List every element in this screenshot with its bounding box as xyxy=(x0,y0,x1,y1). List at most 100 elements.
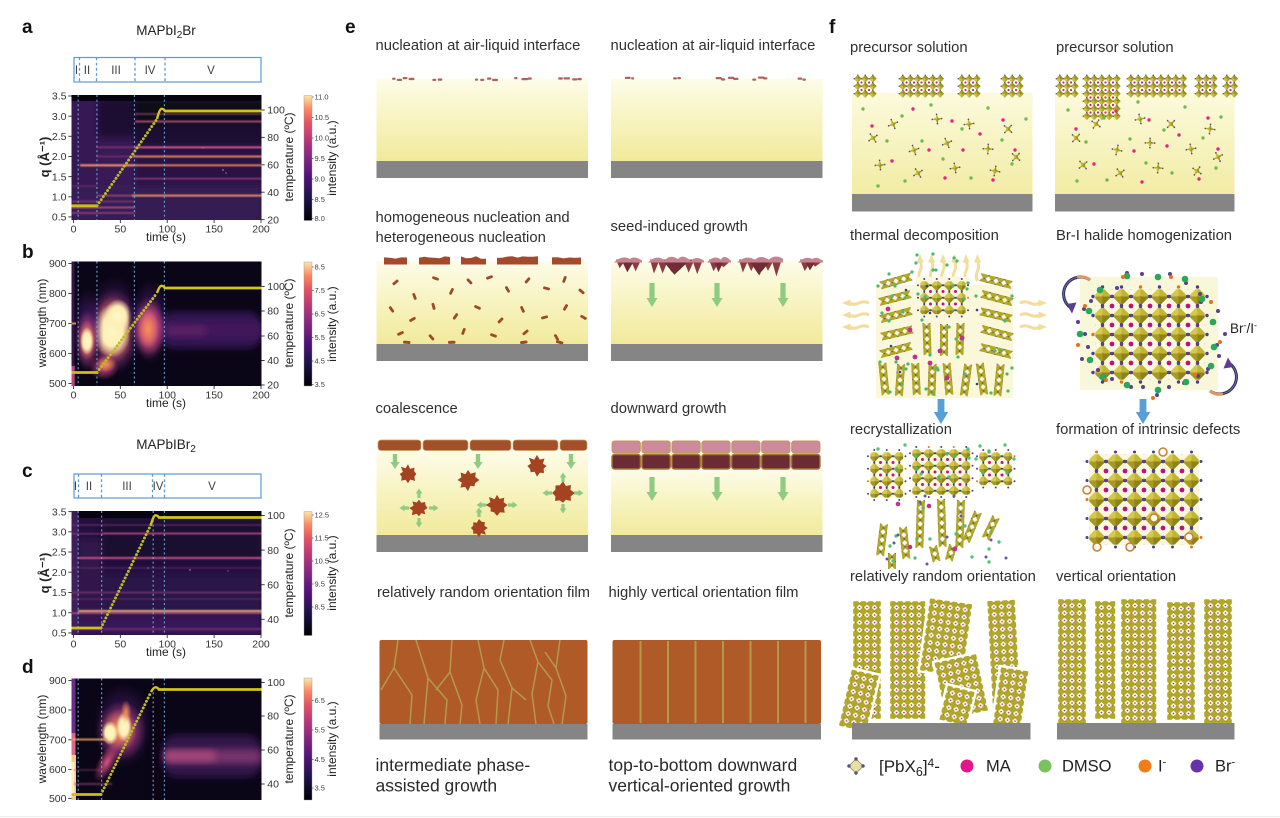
svg-text:12.5: 12.5 xyxy=(315,511,330,520)
svg-text:8.5: 8.5 xyxy=(315,195,325,204)
svg-text:20: 20 xyxy=(267,380,279,392)
svg-text:3.5: 3.5 xyxy=(315,784,325,793)
svg-text:4.5: 4.5 xyxy=(315,755,325,764)
svg-text:e: e xyxy=(345,17,356,38)
svg-text:precursor solution: precursor solution xyxy=(1056,40,1174,56)
svg-text:relatively random orientation: relatively random orientation xyxy=(850,569,1036,585)
svg-text:700: 700 xyxy=(49,735,67,747)
svg-text:900: 900 xyxy=(49,258,67,270)
svg-text:intensity (a.u.): intensity (a.u.) xyxy=(325,120,339,195)
svg-text:1.0: 1.0 xyxy=(52,192,67,204)
svg-text:3.5: 3.5 xyxy=(52,91,67,103)
svg-text:700: 700 xyxy=(49,318,67,330)
svg-text:V: V xyxy=(207,65,215,77)
svg-text:50: 50 xyxy=(115,224,127,236)
svg-text:40: 40 xyxy=(267,187,279,199)
svg-text:5.5: 5.5 xyxy=(315,333,325,342)
svg-text:top-to-bottom downward: top-to-bottom downward xyxy=(609,755,798,775)
svg-text:recrystallization: recrystallization xyxy=(850,422,952,438)
svg-text:40: 40 xyxy=(267,355,279,367)
svg-text:100: 100 xyxy=(267,677,285,689)
svg-text:8.0: 8.0 xyxy=(315,214,325,223)
svg-text:1.0: 1.0 xyxy=(52,607,67,619)
svg-text:vertical-oriented growth: vertical-oriented growth xyxy=(609,776,791,796)
svg-text:40: 40 xyxy=(267,614,279,626)
svg-text:time (s): time (s) xyxy=(146,396,186,410)
svg-text:200: 200 xyxy=(252,224,270,236)
svg-text:8.5: 8.5 xyxy=(315,603,325,612)
svg-text:0.5: 0.5 xyxy=(52,628,67,640)
svg-text:8.5: 8.5 xyxy=(315,263,325,272)
svg-text:IV: IV xyxy=(153,481,164,493)
svg-text:MAPbIBr2: MAPbIBr2 xyxy=(136,437,196,455)
svg-text:q (Å⁻¹): q (Å⁻¹) xyxy=(37,553,52,594)
svg-text:III: III xyxy=(111,65,121,77)
svg-text:10.5: 10.5 xyxy=(315,113,330,122)
svg-text:600: 600 xyxy=(49,764,67,776)
svg-text:nucleation at air-liquid inter: nucleation at air-liquid interface xyxy=(611,38,816,54)
svg-text:I: I xyxy=(75,65,78,77)
svg-text:wavelength (nm): wavelength (nm) xyxy=(35,695,49,785)
svg-text:50: 50 xyxy=(115,390,127,402)
svg-text:600: 600 xyxy=(49,348,67,360)
svg-text:0: 0 xyxy=(71,639,77,651)
svg-text:10.5: 10.5 xyxy=(315,557,330,566)
svg-text:200: 200 xyxy=(252,639,270,651)
svg-text:highly vertical orientation fi: highly vertical orientation film xyxy=(609,585,799,601)
svg-text:11.5: 11.5 xyxy=(315,534,329,543)
svg-text:heterogeneous nucleation: heterogeneous nucleation xyxy=(376,230,546,246)
svg-text:formation of intrinsic defects: formation of intrinsic defects xyxy=(1056,422,1240,438)
svg-text:150: 150 xyxy=(205,224,223,236)
svg-text:100: 100 xyxy=(158,390,176,402)
svg-text:DMSO: DMSO xyxy=(1062,758,1112,776)
svg-text:6.5: 6.5 xyxy=(315,696,325,705)
svg-text:2.5: 2.5 xyxy=(52,547,67,559)
svg-text:II: II xyxy=(86,481,92,493)
svg-text:0.5: 0.5 xyxy=(52,212,67,224)
svg-text:1.5: 1.5 xyxy=(52,587,67,599)
svg-text:nucleation at air-liquid inter: nucleation at air-liquid interface xyxy=(376,38,581,54)
svg-text:0: 0 xyxy=(71,224,77,236)
svg-text:3.0: 3.0 xyxy=(52,527,67,539)
svg-text:thermal decomposition: thermal decomposition xyxy=(850,228,999,244)
svg-text:500: 500 xyxy=(49,378,67,390)
svg-text:2.0: 2.0 xyxy=(52,567,67,579)
svg-text:100: 100 xyxy=(267,510,285,522)
svg-text:coalescence: coalescence xyxy=(376,401,458,417)
svg-text:60: 60 xyxy=(267,160,279,172)
svg-text:80: 80 xyxy=(267,132,279,144)
svg-text:d: d xyxy=(22,657,34,678)
svg-text:80: 80 xyxy=(267,545,279,557)
svg-text:temperature (ºC): temperature (ºC) xyxy=(282,278,296,367)
svg-text:9.5: 9.5 xyxy=(315,154,325,163)
svg-text:downward growth: downward growth xyxy=(611,401,727,417)
svg-text:assisted growth: assisted growth xyxy=(376,776,498,796)
svg-text:1.5: 1.5 xyxy=(52,171,67,183)
svg-text:200: 200 xyxy=(252,390,270,402)
svg-text:900: 900 xyxy=(49,675,67,687)
svg-text:f: f xyxy=(829,17,836,38)
svg-text:precursor solution: precursor solution xyxy=(850,40,968,56)
svg-text:III: III xyxy=(122,481,132,493)
svg-text:intermediate phase-: intermediate phase- xyxy=(376,755,531,775)
svg-text:temperature (ºC): temperature (ºC) xyxy=(282,694,296,783)
svg-text:3.5: 3.5 xyxy=(52,506,67,518)
svg-text:intensity (a.u.): intensity (a.u.) xyxy=(325,286,339,361)
svg-text:homogeneous nucleation and: homogeneous nucleation and xyxy=(376,210,570,226)
svg-text:60: 60 xyxy=(267,745,279,757)
svg-text:150: 150 xyxy=(205,639,223,651)
svg-text:q (Å⁻¹): q (Å⁻¹) xyxy=(37,137,52,178)
svg-text:100: 100 xyxy=(158,639,176,651)
svg-text:7.5: 7.5 xyxy=(315,286,325,295)
svg-text:Br-/I-: Br-/I- xyxy=(1230,321,1257,337)
svg-text:wavelength (nm): wavelength (nm) xyxy=(35,279,49,369)
svg-text:11.0: 11.0 xyxy=(315,93,329,102)
svg-text:5.5: 5.5 xyxy=(315,726,325,735)
svg-text:80: 80 xyxy=(267,306,279,318)
svg-text:I-: I- xyxy=(1158,757,1167,776)
svg-text:a: a xyxy=(22,17,33,38)
svg-text:100: 100 xyxy=(267,281,285,293)
svg-text:80: 80 xyxy=(267,711,279,723)
svg-text:MA: MA xyxy=(986,758,1011,776)
svg-text:100: 100 xyxy=(267,105,285,117)
